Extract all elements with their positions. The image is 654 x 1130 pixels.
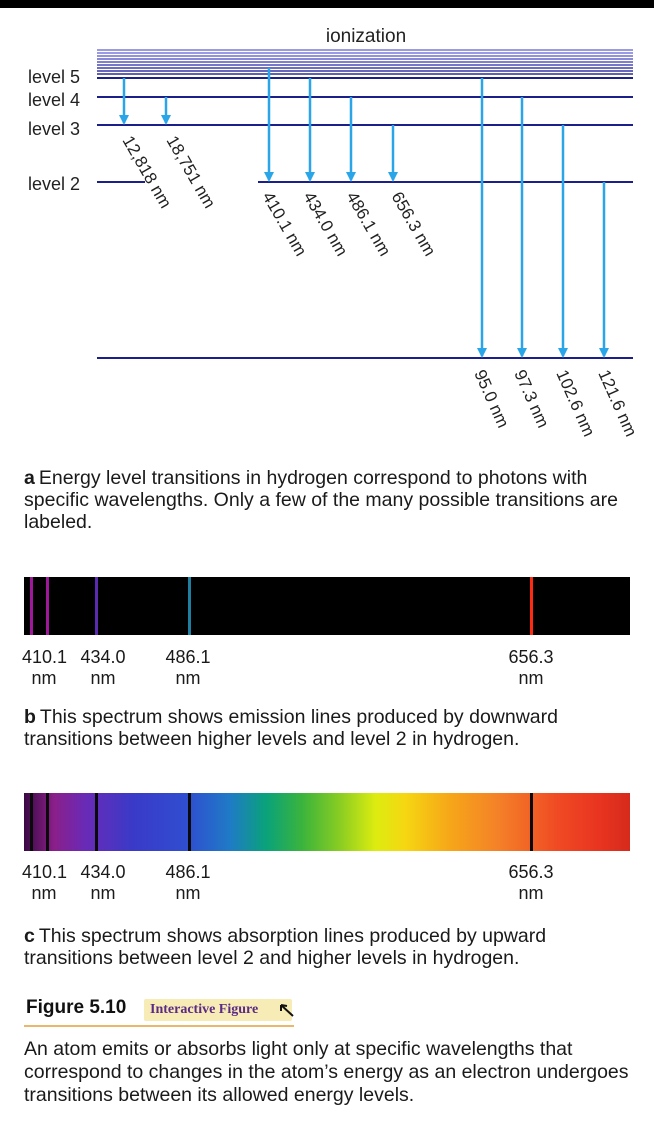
level-5-label: level 5: [28, 67, 80, 87]
absorption-line-656-3nm: [530, 793, 533, 851]
absorption-line-397nm: [30, 793, 33, 851]
emission-line-397nm: [30, 577, 33, 635]
caption-b-text: This spectrum shows emission lines produ…: [24, 706, 558, 750]
figure-heading-rule: [24, 1025, 294, 1027]
absorption-label-486: 486.1 nm: [165, 862, 211, 903]
absorption-label-656: 656.3 nm: [508, 862, 554, 903]
energy-level-diagram: ionization level 5 level 4 level 3 level…: [28, 26, 641, 439]
caption-b: b This spectrum shows emission lines prod…: [24, 706, 634, 750]
level-2-label: level 2: [28, 174, 80, 194]
figure-description: An atom emits or absorbs light only at s…: [24, 1038, 629, 1106]
caption-c-text: This spectrum shows absorption lines pro…: [24, 925, 547, 969]
emission-label-410: 410.1 nm: [22, 647, 68, 688]
interactive-figure-label: Interactive Figure: [150, 1002, 259, 1017]
ionization-band: [97, 49, 633, 75]
emission-label-656: 656.3 nm: [508, 647, 554, 688]
interactive-figure-badge[interactable]: Interactive Figure: [144, 999, 294, 1021]
absorption-line-486-1nm: [188, 793, 191, 851]
label-95nm: 95.0 nm: [470, 367, 512, 431]
emission-line-656-3nm: [530, 577, 533, 635]
absorption-label-434: 434.0 nm: [80, 862, 126, 903]
emission-label-486: 486.1 nm: [165, 647, 211, 688]
level-3-label: level 3: [28, 119, 80, 139]
level-4-label: level 4: [28, 90, 80, 110]
absorption-line-434nm: [95, 793, 98, 851]
caption-a-text: Energy level transitions in hydrogen cor…: [24, 467, 618, 533]
label-102nm: 102.6 nm: [552, 367, 598, 439]
caption-c: c This spectrum shows absorption lines pr…: [24, 925, 634, 969]
top-border: [0, 0, 654, 8]
caption-a: a Energy level transitions in hydrogen co…: [24, 467, 634, 533]
label-121nm: 121.6 nm: [594, 367, 640, 439]
ionization-label: ionization: [326, 26, 406, 47]
cursor-arrow-icon: [280, 1004, 294, 1017]
emission-spectrum: [24, 577, 630, 635]
emission-line-410-1nm: [46, 577, 49, 635]
figure-heading: Figure 5.10 Interactive Figure: [24, 994, 300, 1028]
caption-c-letter: c: [24, 925, 35, 947]
absorption-line-410-1nm: [46, 793, 49, 851]
figure-number: Figure 5.10: [26, 997, 127, 1018]
absorption-spectrum: [24, 793, 630, 851]
emission-label-434: 434.0 nm: [80, 647, 126, 688]
caption-b-letter: b: [24, 706, 36, 728]
label-656nm: 656.3 nm: [388, 189, 440, 260]
label-97nm: 97.3 nm: [510, 367, 552, 431]
emission-line-434nm: [95, 577, 98, 635]
absorption-label-410: 410.1 nm: [22, 862, 68, 903]
caption-a-letter: a: [24, 467, 35, 489]
emission-line-486-1nm: [188, 577, 191, 635]
